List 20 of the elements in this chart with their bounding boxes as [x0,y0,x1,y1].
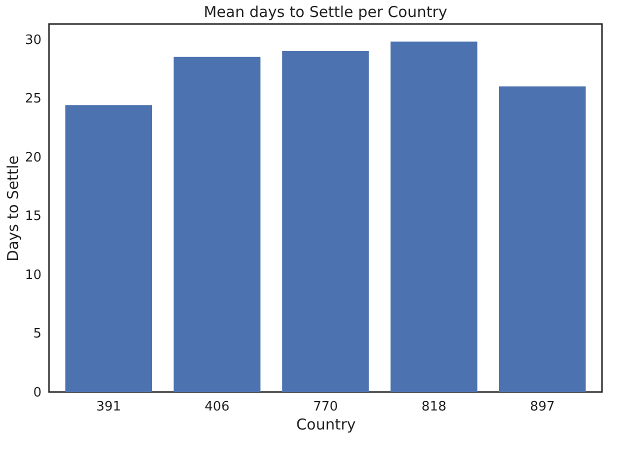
x-tick-label: 406 [204,400,230,414]
x-axis-title: Country [296,416,356,434]
y-tick-label: 5 [33,326,42,342]
bar [390,42,478,392]
y-tick-label: 30 [24,32,42,48]
bar [282,51,369,392]
bar [174,56,260,392]
y-tick-label: 0 [33,386,42,400]
x-tick-label: 897 [530,400,555,414]
bar [498,86,586,392]
chart-title: Mean days to Settle per Country [204,3,448,21]
x-tick-label: 391 [96,400,122,414]
x-tick-label: 818 [422,400,446,414]
y-tick-label: 25 [24,92,42,107]
y-axis-title: Days to Settle [4,156,22,262]
y-tick-label: 20 [24,150,42,166]
y-tick-label: 15 [24,209,42,224]
bar [65,105,152,392]
x-tick-label: 770 [313,400,338,414]
y-tick-label: 10 [24,268,42,283]
